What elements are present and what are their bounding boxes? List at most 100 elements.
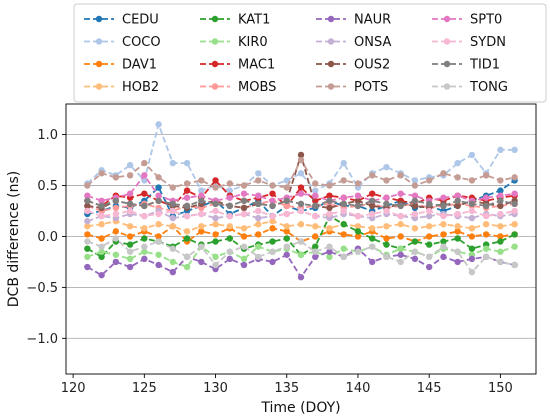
data-point <box>454 159 461 167</box>
data-point <box>411 202 419 210</box>
data-point <box>212 221 219 228</box>
data-point <box>497 248 504 255</box>
data-point <box>440 194 447 201</box>
data-point <box>183 159 191 167</box>
data-point <box>340 207 347 215</box>
data-point <box>98 212 105 220</box>
legend-marker <box>327 60 335 68</box>
data-point <box>454 197 461 204</box>
data-point <box>340 200 347 208</box>
data-point <box>297 151 305 159</box>
data-point <box>425 223 433 230</box>
x-axis-label: Time (DOY) <box>260 400 340 416</box>
data-point <box>397 172 404 179</box>
series-kir0 <box>84 243 518 271</box>
data-point <box>169 159 177 167</box>
data-point <box>354 233 362 240</box>
data-point <box>226 235 233 242</box>
data-point <box>482 212 490 220</box>
data-point <box>226 248 233 255</box>
data-point <box>397 221 404 228</box>
legend-item-spt0: SPT0 <box>432 13 502 28</box>
data-point <box>98 253 105 261</box>
data-point <box>411 177 419 184</box>
data-point <box>112 197 120 204</box>
legend-label: TONG <box>469 80 508 95</box>
data-point <box>155 233 162 240</box>
data-point <box>269 197 276 204</box>
data-point <box>126 255 134 263</box>
data-point <box>183 180 191 187</box>
data-point <box>312 180 319 187</box>
legend-marker <box>95 38 103 45</box>
data-point <box>269 248 276 255</box>
data-point <box>98 243 105 250</box>
data-point <box>383 163 390 171</box>
data-point <box>283 197 290 204</box>
data-point <box>155 261 162 269</box>
series-pots <box>84 156 518 191</box>
data-point <box>240 197 248 204</box>
data-point <box>482 245 490 252</box>
data-point <box>497 258 504 266</box>
data-point <box>198 223 205 230</box>
data-point <box>425 212 433 220</box>
data-point <box>440 253 447 261</box>
data-point <box>383 223 390 230</box>
data-point <box>212 253 219 261</box>
data-point <box>169 258 177 266</box>
legend-marker <box>95 15 103 23</box>
data-point <box>312 192 319 199</box>
legend-marker <box>443 38 451 45</box>
data-point <box>369 172 376 179</box>
legend-label: NAUR <box>354 13 391 28</box>
data-point <box>411 248 419 255</box>
data-point <box>354 223 362 230</box>
data-point <box>155 184 162 191</box>
legend-marker <box>443 60 451 68</box>
data-point <box>468 207 476 215</box>
data-point <box>326 197 333 204</box>
data-point <box>84 231 91 238</box>
data-point <box>212 261 219 269</box>
data-point <box>198 258 205 266</box>
data-point <box>468 225 476 232</box>
data-point <box>126 161 134 169</box>
data-point <box>169 268 177 276</box>
data-point <box>183 212 191 220</box>
legend-label: OUS2 <box>354 58 390 73</box>
data-point <box>369 190 376 197</box>
data-point <box>255 243 262 250</box>
data-point <box>454 174 461 181</box>
data-point <box>212 177 219 184</box>
data-point <box>397 212 404 220</box>
series-hob2 <box>84 217 518 235</box>
data-point <box>326 204 333 212</box>
legend-item-naur: NAUR <box>316 13 391 28</box>
x-tick-label: 120 <box>61 381 86 396</box>
data-point <box>84 238 91 245</box>
legend-label: KIR0 <box>238 35 268 50</box>
data-point <box>297 184 305 191</box>
legend-label: KAT1 <box>238 13 270 28</box>
data-point <box>440 238 447 245</box>
y-tick-label: −0.5 <box>26 281 58 296</box>
data-point <box>126 233 134 240</box>
data-point <box>98 221 105 228</box>
legend-marker <box>95 83 103 90</box>
data-point <box>226 202 233 210</box>
series-tid1 <box>84 197 518 210</box>
data-point <box>141 225 148 232</box>
data-point <box>212 207 219 215</box>
legend-label: HOB2 <box>122 80 159 95</box>
series-layer <box>84 121 518 281</box>
data-point <box>240 210 248 218</box>
data-point <box>226 187 233 194</box>
data-point <box>84 192 91 199</box>
data-point <box>511 207 518 215</box>
data-point <box>312 212 319 220</box>
legend-item-pots: POTS <box>316 80 388 95</box>
data-point <box>98 235 105 242</box>
data-point <box>98 202 105 210</box>
data-point <box>269 225 276 232</box>
